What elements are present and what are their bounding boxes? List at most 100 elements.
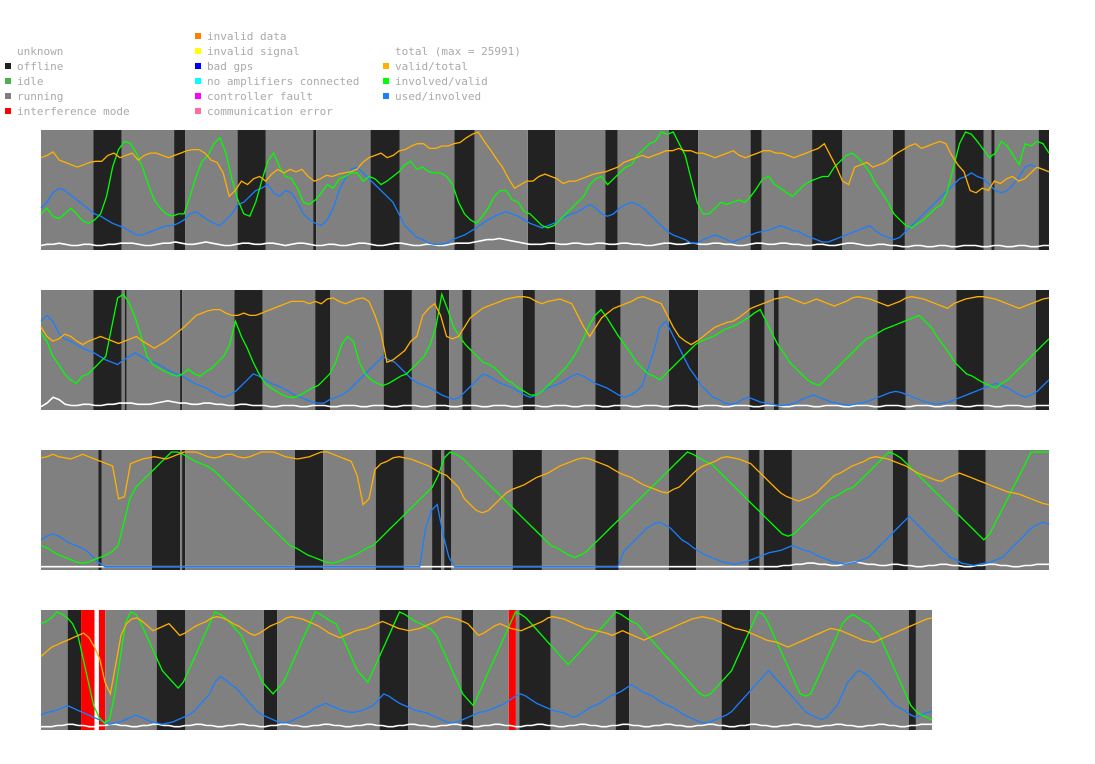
legend-label: running	[17, 90, 64, 103]
state-band-running	[792, 450, 893, 570]
state-band-offline	[174, 130, 186, 250]
state-band-interference	[81, 610, 95, 730]
state-band-running	[534, 290, 596, 410]
state-band-offline	[522, 290, 535, 410]
state-band-offline	[1038, 130, 1049, 250]
legend-label: no amplifiers connected	[207, 75, 360, 88]
swatch-unknown	[5, 48, 11, 54]
state-band-running	[185, 450, 295, 570]
state-band-offline	[958, 450, 986, 570]
state-band-running	[41, 450, 99, 570]
state-band-running	[449, 290, 463, 410]
state-band-offline	[595, 290, 621, 410]
panel-4	[40, 610, 933, 730]
state-band-running	[411, 290, 437, 410]
legend-label: valid/total	[395, 60, 468, 73]
state-band-offline	[151, 450, 181, 570]
series-line-valid-total	[40, 131, 1050, 198]
state-band-running	[994, 130, 1039, 250]
series-line-involved-valid	[40, 611, 933, 724]
state-band-running	[451, 450, 513, 570]
state-band-running	[916, 610, 932, 730]
state-band-offline	[67, 610, 82, 730]
state-band-running	[698, 290, 750, 410]
state-band-offline	[956, 290, 984, 410]
state-band-offline	[124, 290, 127, 410]
state-band-running	[126, 290, 181, 410]
state-band-running	[905, 290, 957, 410]
state-band-running	[696, 450, 749, 570]
state-band-offline	[461, 610, 474, 730]
swatch-running	[5, 93, 11, 99]
swatch-bad-gps	[195, 63, 201, 69]
state-band-offline	[182, 450, 186, 570]
state-band-offline	[98, 450, 102, 570]
state-band-running	[542, 450, 596, 570]
swatch-idle	[5, 78, 11, 84]
state-band-running	[121, 130, 174, 250]
series-line-total	[41, 723, 932, 728]
state-band-offline	[383, 290, 412, 410]
legend-label: involved/valid	[395, 75, 488, 88]
state-band-running	[983, 290, 1036, 410]
state-band-running	[316, 130, 371, 250]
series-line-total	[40, 237, 1049, 248]
state-band-offline	[749, 290, 765, 410]
state-band-offline	[669, 450, 697, 570]
state-band-running	[759, 450, 764, 570]
panel-1	[40, 130, 1050, 250]
series-line-used-involved	[40, 314, 1050, 407]
series-line-used-involved	[40, 669, 933, 725]
state-band-offline	[892, 130, 905, 250]
legend-label: used/involved	[395, 90, 482, 103]
legend-label: controller fault	[207, 90, 313, 103]
series-line-total	[40, 396, 1049, 408]
state-band-offline	[432, 450, 442, 570]
legend-label: total (max = 25991)	[395, 45, 521, 58]
state-band-running	[403, 450, 433, 570]
state-band-running	[778, 290, 878, 410]
state-band-running	[41, 610, 68, 730]
state-band-running	[750, 610, 909, 730]
state-band-running	[985, 450, 1049, 570]
state-band-offline	[444, 450, 452, 570]
state-band-running	[764, 290, 774, 410]
swatch-invalid-data	[195, 33, 201, 39]
state-band-offline	[315, 290, 331, 410]
legend-label: communication error	[207, 105, 333, 118]
state-band-running	[515, 610, 520, 730]
state-band-offline	[605, 130, 618, 250]
state-band-offline	[512, 450, 542, 570]
state-band-running	[761, 130, 813, 250]
series-line-valid-total	[40, 296, 1050, 364]
state-band-offline	[908, 610, 916, 730]
state-band-offline	[313, 130, 317, 250]
series-line-involved-valid	[40, 131, 1050, 229]
state-band-offline	[156, 610, 186, 730]
state-band-running	[121, 290, 125, 410]
legend-label: invalid data	[207, 30, 287, 43]
state-band-offline	[615, 610, 630, 730]
state-band-offline	[180, 290, 183, 410]
state-band-offline	[527, 130, 556, 250]
swatch-controller-fault	[195, 93, 201, 99]
state-band-offline	[370, 130, 400, 250]
state-band-running	[907, 450, 959, 570]
legend-label: invalid signal	[207, 45, 300, 58]
swatch-total	[383, 48, 389, 54]
state-band-offline	[379, 610, 409, 730]
state-band-offline	[669, 290, 699, 410]
state-band-offline	[892, 450, 908, 570]
state-band-offline	[519, 610, 551, 730]
state-band-running	[105, 610, 157, 730]
state-band-offline	[237, 130, 266, 250]
swatch-invalid-signal	[195, 48, 201, 54]
state-band-running	[555, 130, 606, 250]
state-band-offline	[877, 290, 906, 410]
state-band-offline	[595, 450, 619, 570]
state-band-running	[629, 610, 722, 730]
state-band-offline	[454, 130, 475, 250]
swatch-no-amplifiers	[195, 78, 201, 84]
state-band-offline	[763, 450, 792, 570]
state-band-offline	[773, 290, 779, 410]
